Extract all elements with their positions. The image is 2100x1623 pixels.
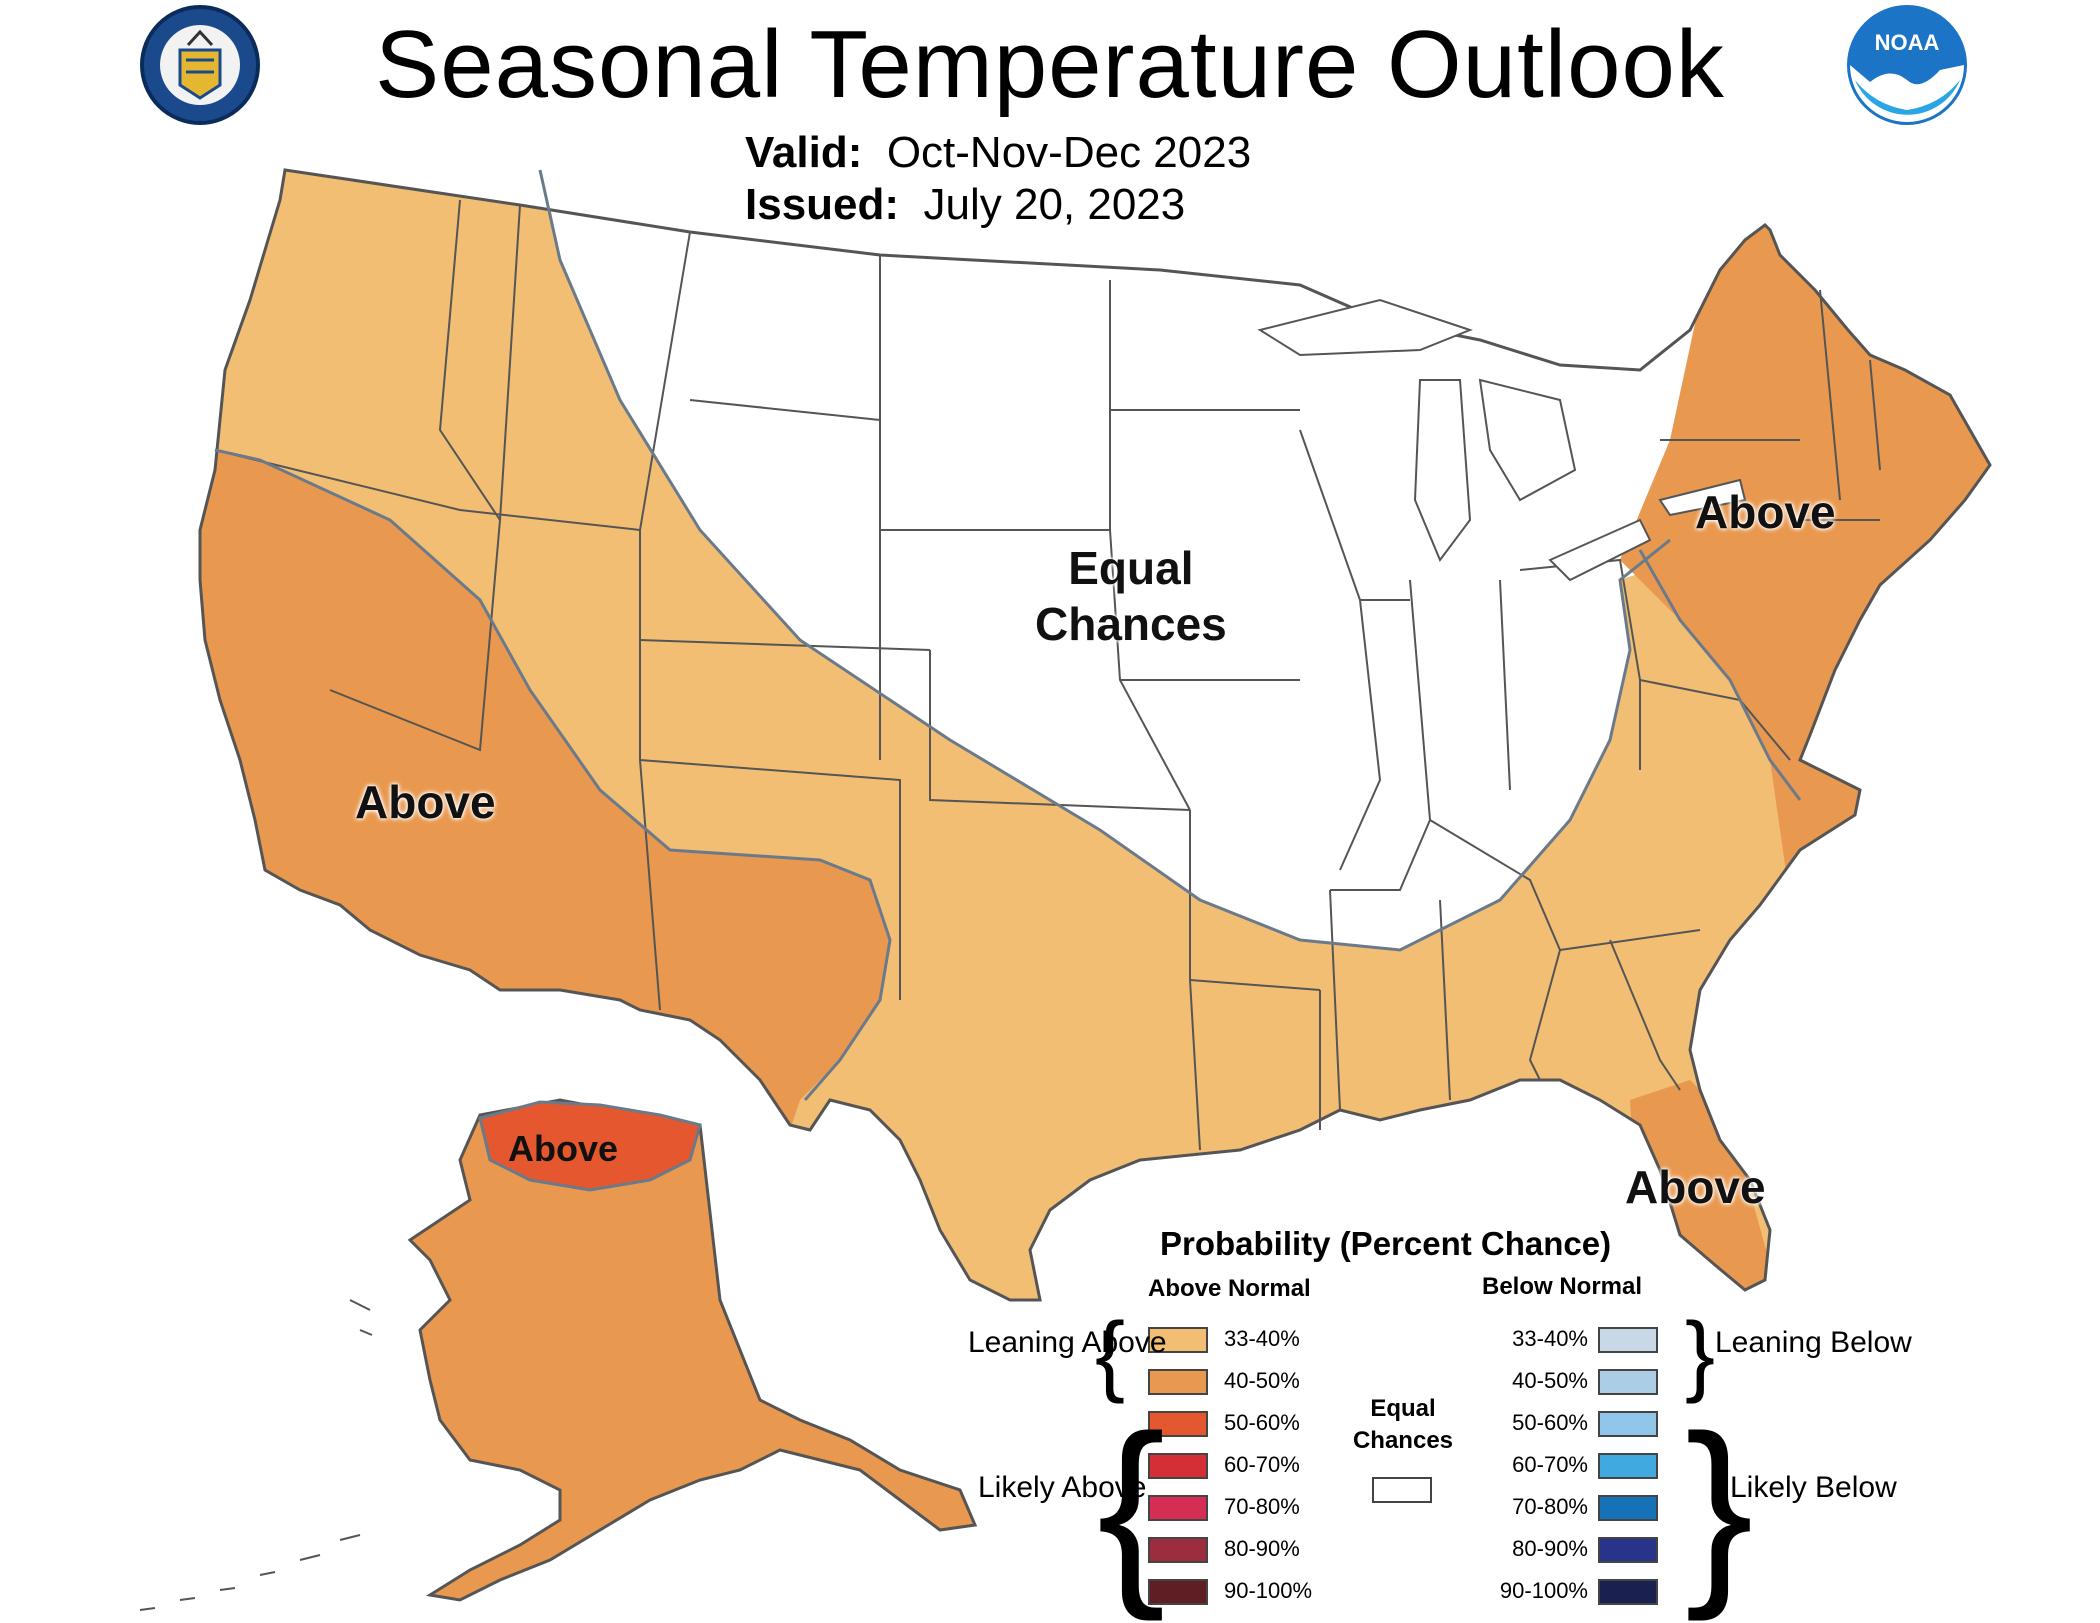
- legend-below-swatch: [1598, 1495, 1658, 1521]
- above-west-label: Above: [355, 776, 496, 828]
- alaska-shape: [407, 1098, 978, 1602]
- legend-below-swatch: [1598, 1537, 1658, 1563]
- alaska-islands: [139, 1299, 373, 1611]
- noaa-logo-text: NOAA: [1875, 30, 1940, 55]
- legend-below-swatch: [1598, 1453, 1658, 1479]
- leaning-above-brace: {: [1095, 1305, 1126, 1405]
- legend-above-swatch: [1148, 1411, 1208, 1437]
- legend-above-label: 50-60%: [1224, 1410, 1300, 1435]
- alaska: [139, 1098, 978, 1611]
- equal-chances-swatch: [1372, 1477, 1432, 1503]
- legend-below-label: 90-100%: [1499, 1578, 1588, 1603]
- legend-below-label: 60-70%: [1512, 1452, 1588, 1477]
- legend-above-label: 40-50%: [1224, 1368, 1300, 1393]
- legend-likely-below: Likely Below: [1730, 1471, 1897, 1504]
- equal-chances-line1: Equal: [1068, 542, 1194, 594]
- state-borders: [214, 199, 1881, 1151]
- legend-above-label: 70-80%: [1224, 1494, 1300, 1519]
- page-title: Seasonal Temperature Outlook: [375, 11, 1725, 118]
- equal-chances-label: Equal Chances: [1035, 540, 1227, 652]
- likely-above-brace: {: [1097, 1393, 1166, 1622]
- noaa-logo: NOAA: [1847, 5, 1967, 125]
- legend-above-swatch: [1148, 1537, 1208, 1563]
- legend-above-label: 80-90%: [1224, 1536, 1300, 1561]
- issued-label: Issued:: [745, 180, 900, 229]
- legend-below-swatch: [1598, 1579, 1658, 1605]
- above-northeast-label: Above: [1695, 486, 1836, 538]
- legend-above-label: 90-100%: [1224, 1578, 1313, 1603]
- legend-below-swatch: [1598, 1327, 1658, 1353]
- legend-below-swatch: [1598, 1411, 1658, 1437]
- above-alaska-label: Above: [508, 1128, 619, 1169]
- legend-below-swatch: [1598, 1369, 1658, 1395]
- legend-above-swatch: [1148, 1579, 1208, 1605]
- legend-leaning-below: Leaning Below: [1715, 1326, 1912, 1359]
- legend-likely-above: Likely Above: [978, 1471, 1147, 1504]
- legend-below-header: Below Normal: [1482, 1273, 1643, 1300]
- likely-below-brace: }: [1685, 1393, 1754, 1622]
- legend-above-swatch: [1148, 1369, 1208, 1395]
- legend-leaning-above: Leaning Above: [968, 1326, 1167, 1359]
- legend-below-label: 70-80%: [1512, 1494, 1588, 1519]
- legend-above-swatch: [1148, 1453, 1208, 1479]
- legend-below-label: 80-90%: [1512, 1536, 1588, 1561]
- valid-label: Valid:: [745, 128, 863, 177]
- issued-row: Issued: July 20, 2023: [745, 180, 1185, 230]
- legend-title: Probability (Percent Chance): [1160, 1225, 1612, 1262]
- above-florida-label: Above: [1625, 1161, 1766, 1213]
- legend-above-swatch: [1148, 1327, 1208, 1353]
- great-lakes: [1257, 298, 1747, 582]
- legend-below-label: 40-50%: [1512, 1368, 1588, 1393]
- legend-below-label: 50-60%: [1512, 1410, 1588, 1435]
- leaning-below-brace: }: [1685, 1305, 1716, 1405]
- valid-row: Valid: Oct-Nov-Dec 2023: [745, 128, 1251, 178]
- contour-lines: [214, 169, 1802, 1101]
- legend-equal-chances: Equal Chances: [1352, 1395, 1454, 1454]
- legend-above-label: 60-70%: [1224, 1452, 1300, 1477]
- legend-above-label: 33-40%: [1224, 1326, 1300, 1351]
- equal-chances-line2: Chances: [1035, 598, 1227, 650]
- legend-above-header: Above Normal: [1148, 1275, 1311, 1302]
- legend-below-label: 33-40%: [1512, 1326, 1588, 1351]
- department-of-commerce-seal: [140, 5, 260, 125]
- legend-above-swatch: [1148, 1495, 1208, 1521]
- issued-value: July 20, 2023: [923, 180, 1186, 229]
- alaska-above-50-60: [478, 1100, 702, 1192]
- valid-value: Oct-Nov-Dec 2023: [886, 128, 1252, 177]
